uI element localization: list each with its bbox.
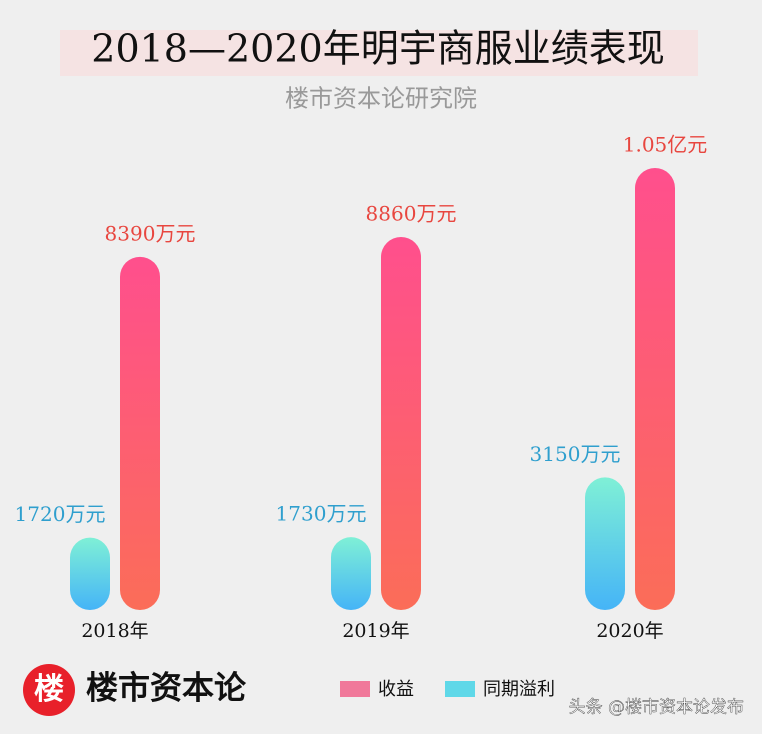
- brand: 楼市资本论: [86, 669, 247, 707]
- value-label: 1.05亿元: [623, 133, 708, 157]
- watermark: 头条 @楼市资本论发布: [569, 698, 744, 718]
- x-tick-label: 2019年: [342, 620, 409, 642]
- title-band: [60, 30, 698, 76]
- value-label: 3150万元: [530, 442, 621, 466]
- legend-swatch: [340, 681, 370, 697]
- value-label: 1730万元: [276, 502, 367, 526]
- x-tick-label: 2020年: [596, 620, 663, 642]
- bar: [120, 256, 160, 610]
- bar: [635, 168, 675, 610]
- bar: [331, 537, 371, 610]
- bar: [70, 537, 110, 610]
- value-label: 1720万元: [15, 502, 106, 526]
- value-label: 8860万元: [366, 202, 457, 226]
- logo-text: 楼: [34, 672, 64, 707]
- chart-subtitle: 楼市资本论研究院: [285, 85, 477, 113]
- bar: [585, 477, 625, 610]
- legend-swatch: [445, 681, 475, 697]
- chart-title: 2018—2020年明宇商服业绩表现: [91, 27, 664, 71]
- value-label: 8390万元: [105, 221, 196, 245]
- logo-circle: [23, 664, 75, 716]
- legend-label: 收益: [378, 679, 414, 700]
- legend-label: 同期溢利: [483, 679, 555, 700]
- bar: [381, 237, 421, 610]
- x-tick-label: 2018年: [81, 620, 148, 642]
